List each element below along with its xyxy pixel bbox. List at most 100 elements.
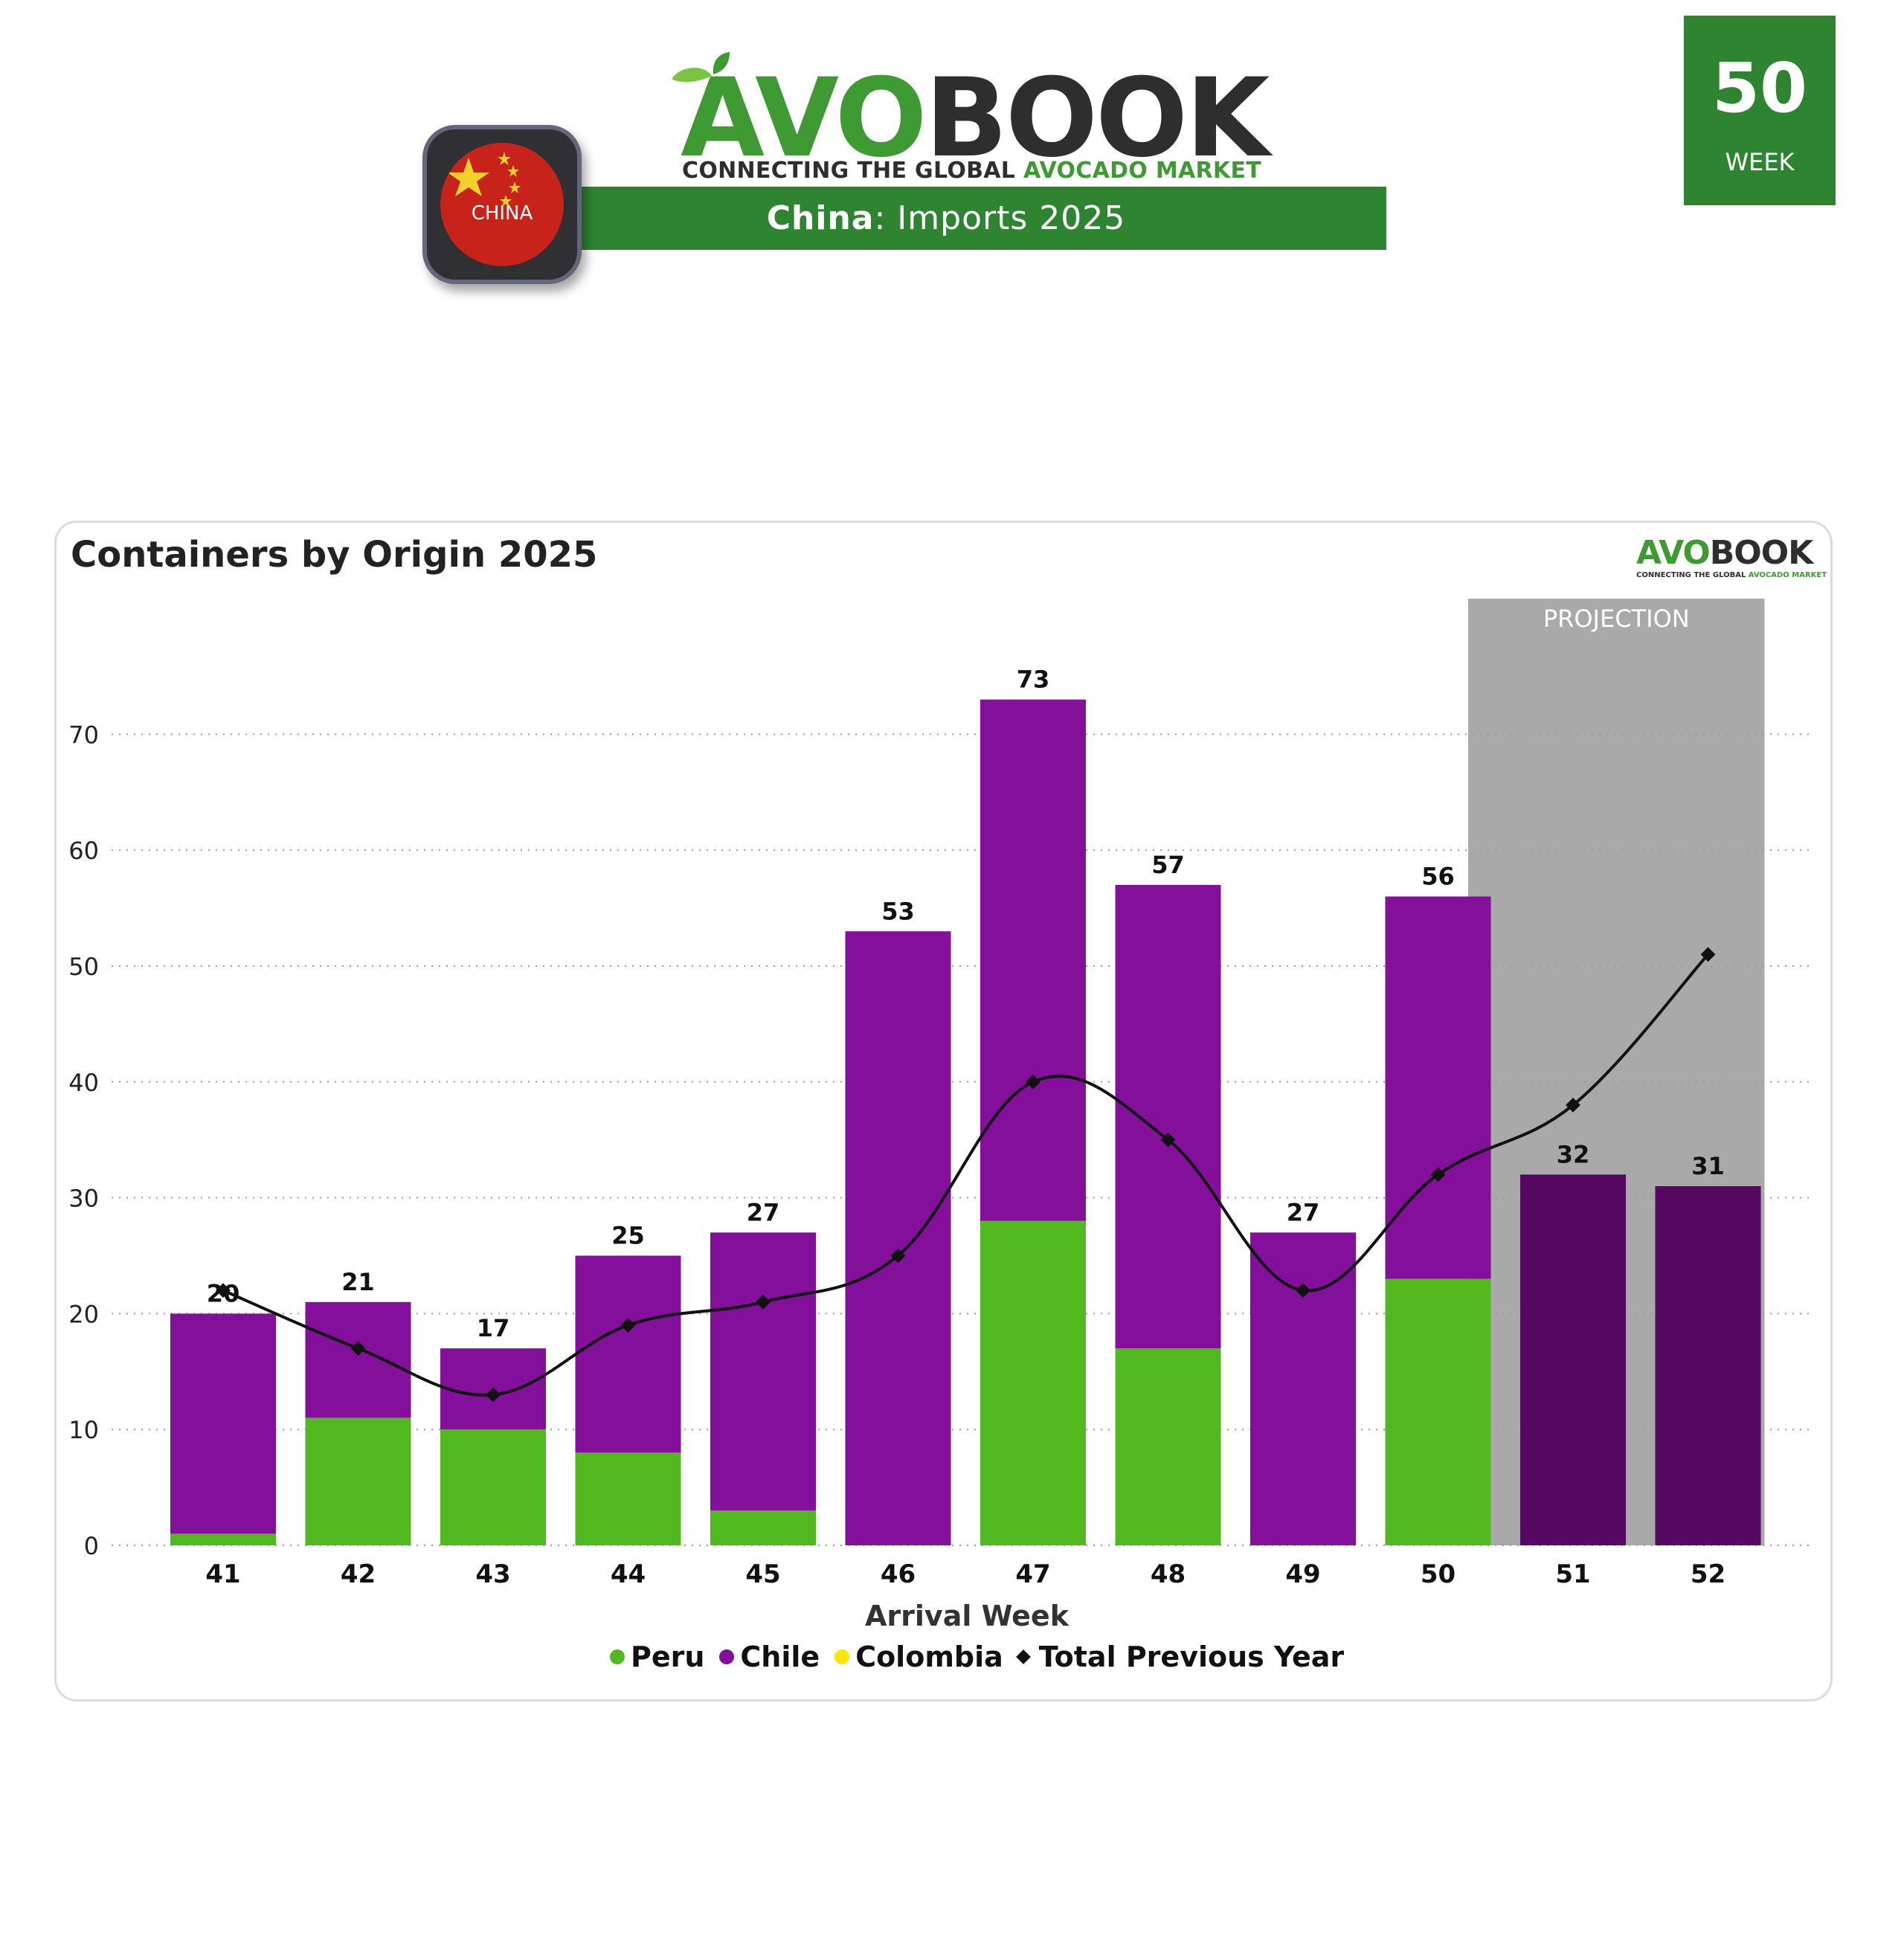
x-tick-label: 43 [475, 1559, 510, 1589]
bar-total-label: 56 [1421, 863, 1455, 891]
week-badge: 50 WEEK [1684, 16, 1836, 205]
x-tick-label: 51 [1555, 1559, 1590, 1589]
legend-swatch-chile [719, 1649, 735, 1664]
x-tick-label: 41 [205, 1559, 240, 1589]
mini-logo-book: BOOK [1709, 534, 1813, 572]
bar-chile-48 [1115, 884, 1221, 1349]
previous-year-point [756, 1294, 771, 1310]
bar-total-label: 31 [1691, 1152, 1725, 1180]
mini-logo-tagline: CONNECTING THE GLOBAL AVOCADO MARKET [1636, 571, 1827, 579]
bar-chile-52 [1655, 1186, 1761, 1545]
bar-chile-42 [305, 1301, 411, 1418]
y-tick-label: 30 [68, 1185, 99, 1213]
bar-total-label: 32 [1557, 1140, 1590, 1168]
previous-year-point [1160, 1132, 1176, 1147]
bar-peru-44 [575, 1452, 681, 1545]
bar-chile-50 [1385, 896, 1491, 1279]
chart-title: Containers by Origin 2025 [71, 534, 598, 576]
bar-total-label: 27 [747, 1198, 780, 1226]
mini-tagline-part1: CONNECTING THE GLOBAL [1636, 571, 1749, 579]
previous-year-point [350, 1341, 366, 1356]
bar-total-label: 53 [881, 897, 915, 925]
bar-total-label: 25 [611, 1222, 645, 1250]
bar-peru-43 [440, 1429, 546, 1545]
bar-chile-41 [170, 1313, 276, 1534]
previous-year-point [1026, 1074, 1041, 1089]
x-tick-label: 47 [1015, 1559, 1050, 1589]
bar-peru-41 [170, 1533, 276, 1545]
y-tick-label: 50 [68, 953, 99, 981]
bar-chile-46 [845, 931, 951, 1545]
legend-item-colombia: Colombia [834, 1641, 1003, 1673]
flag-label: CHINA [471, 202, 533, 225]
tagline-part2: AVOCADO MARKET [1023, 158, 1262, 184]
x-tick-label: 45 [745, 1559, 780, 1589]
legend-swatch-colombia [834, 1649, 850, 1664]
tagline-part1: CONNECTING THE GLOBAL [682, 158, 1023, 184]
legend-label-chile: Chile [740, 1641, 820, 1673]
logo-tagline: CONNECTING THE GLOBAL AVOCADO MARKET [682, 158, 1261, 184]
bar-peru-47 [980, 1220, 1086, 1545]
bar-total-label: 57 [1151, 851, 1185, 879]
chart-watermark-logo: AVOBOOK CONNECTING THE GLOBAL AVOCADO MA… [1629, 537, 1827, 583]
y-tick-label: 60 [68, 837, 99, 865]
previous-year-point [1430, 1167, 1446, 1182]
x-tick-label: 46 [881, 1559, 916, 1589]
bar-total-label: 21 [341, 1268, 375, 1296]
previous-year-point [1296, 1283, 1310, 1298]
x-tick-label: 49 [1285, 1559, 1320, 1589]
week-label: WEEK [1725, 148, 1795, 176]
bar-chile-47 [980, 699, 1086, 1221]
bar-peru-48 [1115, 1348, 1221, 1545]
bar-peru-42 [305, 1417, 411, 1545]
legend-item-previous-year: Total Previous Year [1015, 1641, 1345, 1673]
mini-logo-avo: AVO [1636, 534, 1711, 572]
page-title-bar: China: Imports 2025 [506, 187, 1386, 250]
legend-swatch-previous-year [1015, 1649, 1031, 1664]
legend-label-peru: Peru [631, 1641, 705, 1673]
legend-item-peru: Peru [610, 1641, 704, 1673]
title-rest: : Imports 2025 [874, 199, 1126, 237]
logo-wordmark: AVOBOOK [681, 64, 1270, 173]
week-number: 50 [1711, 48, 1808, 128]
x-tick-label: 48 [1151, 1559, 1186, 1589]
logo-avo: AVO [681, 55, 927, 181]
country-name: China [766, 199, 875, 237]
y-tick-label: 70 [68, 721, 99, 749]
avobook-logo: AVOBOOK CONNECTING THE GLOBAL AVOCADO MA… [666, 49, 1270, 190]
y-tick-label: 40 [68, 1069, 99, 1097]
y-tick-label: 20 [68, 1300, 99, 1328]
bar-total-label: 27 [1287, 1198, 1320, 1226]
bar-chile-44 [575, 1255, 681, 1453]
china-flag-badge: CHINA [422, 125, 582, 284]
projection-label: PROJECTION [1543, 605, 1690, 633]
y-tick-label: 10 [68, 1416, 99, 1444]
legend-label-previous-year: Total Previous Year [1038, 1641, 1345, 1673]
previous-year-point [620, 1318, 636, 1333]
x-tick-label: 52 [1691, 1559, 1726, 1589]
chart-legend: Peru Chile Colombia Total Previous Year [610, 1641, 1344, 1673]
bar-total-label: 73 [1017, 666, 1050, 694]
bar-peru-45 [710, 1510, 816, 1545]
china-flag: CHINA [440, 143, 564, 266]
y-tick-label: 0 [84, 1532, 99, 1560]
x-tick-label: 42 [341, 1559, 376, 1589]
bar-total-label: 17 [477, 1314, 510, 1342]
mini-tagline-part2: AVOCADO MARKET [1748, 571, 1827, 579]
x-tick-label: 50 [1421, 1559, 1456, 1589]
legend-swatch-peru [610, 1649, 625, 1664]
previous-year-point [1566, 1098, 1580, 1113]
bar-chile-45 [710, 1232, 816, 1511]
flag-stars-icon [448, 152, 521, 207]
previous-year-point [486, 1387, 501, 1403]
mini-logo-wordmark: AVOBOOK [1636, 537, 1813, 570]
legend-label-colombia: Colombia [855, 1641, 1003, 1673]
bar-peru-50 [1385, 1278, 1491, 1545]
x-tick-label: 44 [611, 1559, 646, 1589]
previous-year-point [216, 1283, 231, 1298]
x-axis-title: Arrival Week [865, 1600, 1070, 1632]
leaf-icon [672, 52, 730, 83]
logo-book: BOOK [924, 55, 1270, 181]
previous-year-point [1700, 947, 1716, 962]
